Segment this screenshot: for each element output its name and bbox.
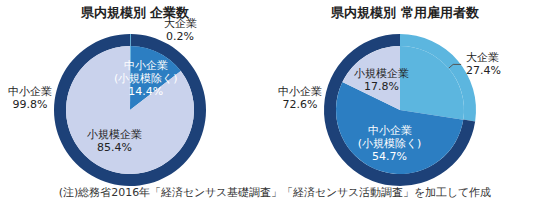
svg-text:72.6%: 72.6% bbox=[283, 98, 318, 111]
svg-text:14.4%: 14.4% bbox=[128, 85, 163, 98]
svg-text:(小規模除く): (小規模除く) bbox=[358, 137, 422, 150]
svg-text:小規模企業: 小規模企業 bbox=[87, 128, 142, 141]
svg-text:54.7%: 54.7% bbox=[372, 150, 407, 163]
svg-text:県内規模別 企業数: 県内規模別 企業数 bbox=[80, 5, 191, 20]
svg-text:中小企業: 中小企業 bbox=[124, 59, 168, 72]
svg-text:85.4%: 85.4% bbox=[97, 141, 132, 154]
svg-text:(小規模除く): (小規模除く) bbox=[114, 72, 178, 85]
svg-text:中小企業: 中小企業 bbox=[368, 124, 412, 137]
svg-text:大企業: 大企業 bbox=[163, 17, 197, 30]
svg-text:中小企業: 中小企業 bbox=[278, 85, 322, 98]
svg-text:99.8%: 99.8% bbox=[13, 98, 48, 111]
html-text:(注)総務省2016年「経済センサス基礎調査」「経済センサス: (注)総務省2016年「経済センサス基礎調査」「経済センサス活動調査」を加工して… bbox=[58, 186, 492, 199]
svg-text:県内規模別 常用雇用者数: 県内規模別 常用雇用者数 bbox=[330, 5, 480, 20]
svg-text:大企業: 大企業 bbox=[466, 51, 499, 64]
svg-text:小規模企業: 小規模企業 bbox=[354, 67, 409, 80]
svg-text:中小企業: 中小企業 bbox=[8, 85, 52, 98]
svg-text:0.2%: 0.2% bbox=[166, 30, 194, 43]
svg-text:27.4%: 27.4% bbox=[466, 64, 501, 77]
svg-text:17.8%: 17.8% bbox=[364, 80, 399, 93]
